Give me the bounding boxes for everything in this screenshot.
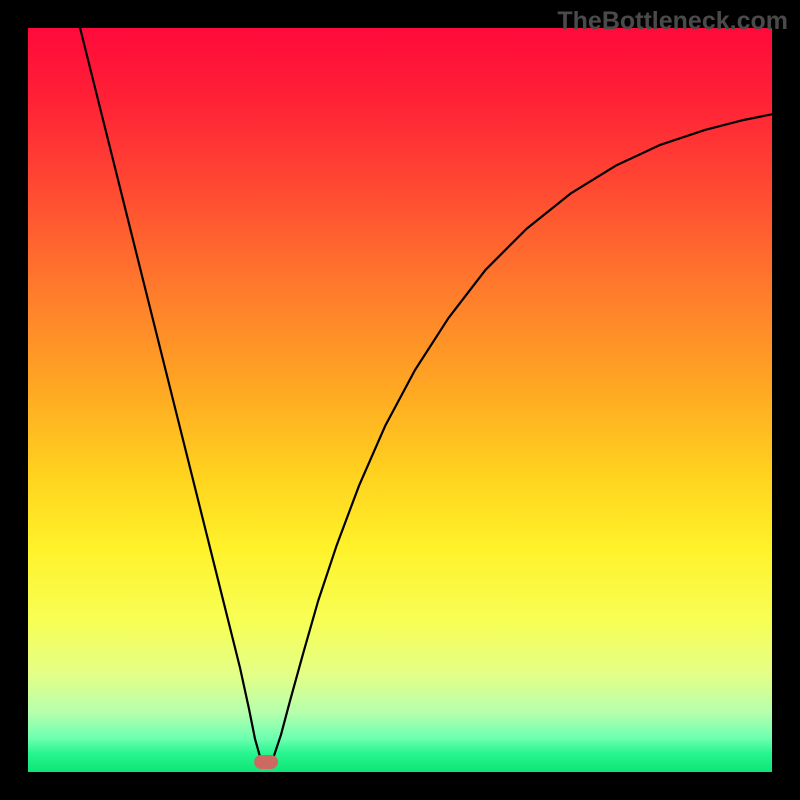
plot-area [28,28,772,772]
curve-layer [28,28,772,772]
bottleneck-curve [80,28,772,766]
optimum-marker [254,755,278,769]
watermark-text: TheBottleneck.com [557,7,788,36]
chart-container: TheBottleneck.com [0,0,800,800]
watermark-label: TheBottleneck.com [557,7,788,35]
